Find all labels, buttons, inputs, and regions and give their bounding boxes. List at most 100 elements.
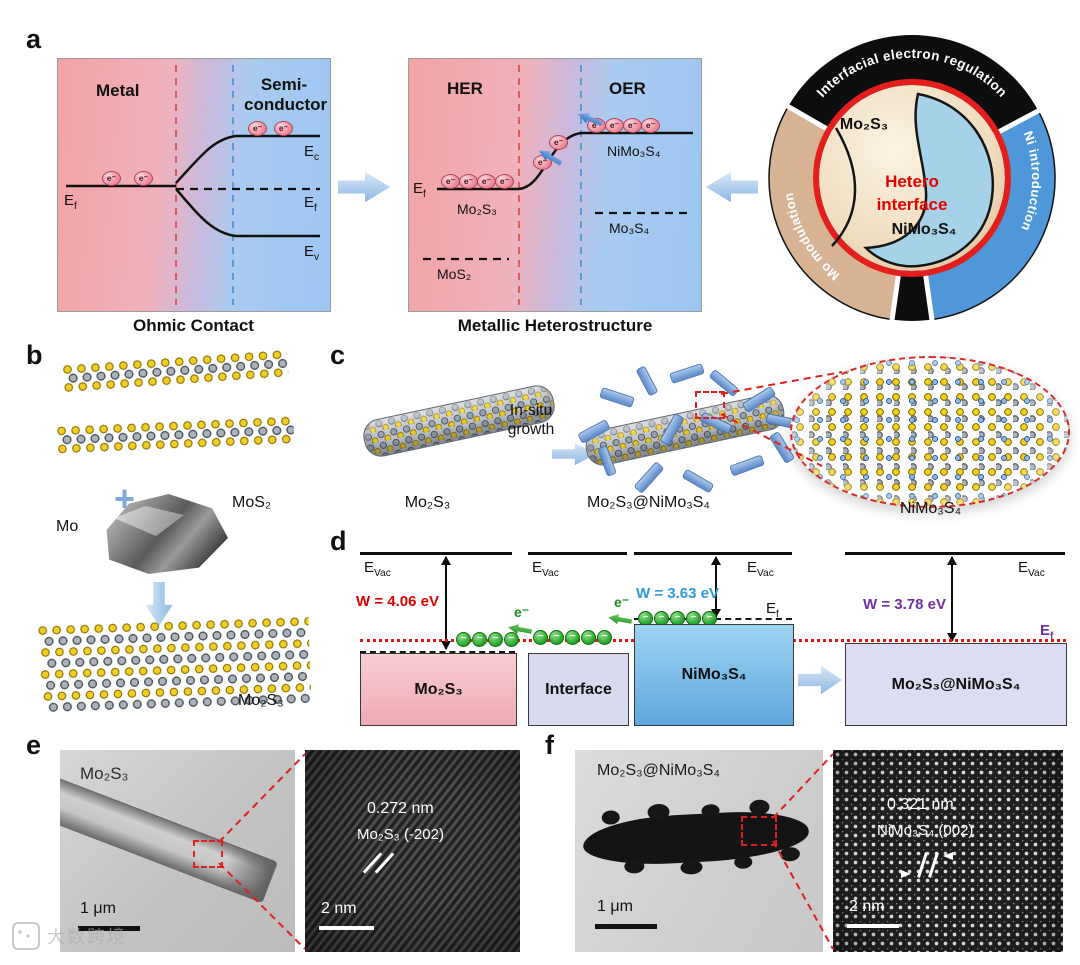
lattice-plane-label: Mo₂S₃ (-202): [357, 826, 444, 843]
hetero-interface-label-line2: interface: [876, 195, 948, 214]
evac-label: EVac: [364, 559, 391, 579]
mos2-level-label: MoS₂: [437, 266, 472, 282]
nimo3s4-nanosheet: [599, 387, 635, 408]
nimo3s4-nanosheet: [635, 365, 659, 397]
evac-line-product: [845, 552, 1065, 555]
electron-transfer-label: e⁻: [514, 604, 530, 620]
metal-facet: [114, 506, 184, 536]
interface-energy-box: Interface: [528, 653, 629, 726]
product-energy-box: Mo₂S₃@NiMo₃S₄: [845, 643, 1067, 726]
equilibrium-arrow-icon: [798, 665, 842, 695]
panel-label-c: c: [330, 340, 346, 370]
tem-image-product: Mo₂S₃@NiMo₃S₄ 1 μm: [575, 750, 823, 952]
work-function-arrow-product: [946, 556, 957, 642]
ec-label: Ec: [304, 143, 320, 163]
rod-bump: [680, 859, 703, 875]
insitu-growth-label-line1: In-situ: [509, 402, 553, 419]
panel-label-f: f: [545, 730, 554, 760]
panel-label-b: b: [26, 340, 43, 370]
hetero-band-curves: [423, 65, 693, 305]
nimo3s4-nanosheet: [681, 468, 715, 494]
inner-seam-line: [831, 127, 857, 247]
electron-dot: −: [472, 632, 487, 647]
mo2s3-level-label: Mo₂S₃: [457, 201, 497, 217]
evac-label: EVac: [532, 559, 559, 579]
watermark-logo: [12, 922, 40, 950]
electron: e⁻: [248, 121, 267, 136]
semiconductor-label-line1: Semi-: [260, 75, 308, 94]
rough-nanorod-in-tem: [581, 799, 815, 876]
mo2s3-energy-box: Mo₂S₃: [360, 653, 517, 726]
spacing-arrow-icon: [901, 870, 911, 878]
donut-graphic: Interfacial electron regulation Mo modul…: [768, 35, 1056, 322]
oer-label: OER: [609, 79, 646, 98]
electron: e⁻: [134, 171, 153, 186]
scale-bar-label: 1 μm: [597, 898, 633, 915]
spacing-mark: [928, 852, 939, 878]
donut-nimo3s4-label: NiMo₃S₄: [891, 221, 957, 238]
mos2-layer-structure: [61, 348, 289, 398]
right-block-arrow-icon: [338, 171, 390, 203]
evac-line-nimo3s4: [634, 552, 792, 555]
electron-transfer-label: e⁻: [614, 594, 630, 610]
valence-band-curve: [175, 188, 320, 238]
mos2-layer-structure: [55, 414, 295, 459]
electron: e⁻: [102, 171, 121, 186]
ohmic-contact-caption: Ohmic Contact: [133, 316, 254, 335]
mo-label: Mo: [56, 518, 79, 535]
ef-label-nimo3s4: Ef: [766, 600, 779, 620]
scale-bar: [847, 924, 899, 928]
work-function-value-mo2s3: W = 4.06 eV: [356, 593, 439, 610]
hrtem-image-product: 0.321 nm NiMo₃S₄ (002) 2 nm: [833, 750, 1063, 952]
red-interface-ring: [813, 79, 1011, 277]
evac-label: EVac: [747, 559, 774, 579]
nimo3s4-zoom-label: NiMo₃S₄: [899, 500, 962, 517]
zoom-region-box: [193, 840, 223, 868]
work-function-value-product: W = 3.78 eV: [863, 596, 946, 613]
electron: e⁻: [641, 118, 660, 133]
electron: e⁻: [495, 174, 514, 189]
hetero-interface-label-line1: Hetero: [885, 172, 939, 191]
work-function-arrow-mo2s3: [440, 556, 451, 650]
ef-label-product: Ef: [1040, 622, 1054, 642]
electron-dot: −: [581, 630, 596, 645]
metallic-heterostructure-caption: Metallic Heterostructure: [457, 316, 653, 335]
rod-tip: [216, 845, 277, 902]
mo2s3-label: Mo₂S₃: [238, 692, 284, 709]
electron-dot: −: [488, 632, 503, 647]
evac-line-interface: [528, 552, 627, 555]
mo2s3-energy-box-label: Mo₂S₃: [414, 680, 463, 698]
nimo3s4-level-label: NiMo₃S₄: [607, 143, 661, 159]
donut-mo2s3-label: Mo₂S₃: [839, 116, 889, 133]
scale-bar-label: 2 nm: [321, 900, 357, 917]
rod-bump: [733, 855, 753, 870]
zoom-region-box: [741, 816, 777, 846]
nimo3s4-energy-box: NiMo₃S₄: [634, 624, 794, 726]
electron: e⁻: [477, 174, 496, 189]
electron-dot: −: [549, 630, 564, 645]
nanorod-in-tem: [60, 770, 278, 904]
hetero-interface-donut: Interfacial electron regulation Mo modul…: [766, 32, 1058, 324]
spacing-mark: [917, 852, 928, 878]
scale-bar-label: 1 μm: [80, 900, 116, 917]
panel-label-d: d: [330, 526, 347, 556]
d-spacing-label: 0.321 nm: [887, 796, 954, 813]
electron: e⁻: [549, 135, 568, 150]
nimo3s4-nanosheet: [669, 363, 705, 384]
her-label: HER: [447, 79, 483, 98]
rod-bump: [601, 810, 621, 825]
conduction-band-curve: [175, 134, 320, 184]
product-energy-box-label: Mo₂S₃@NiMo₃S₄: [891, 675, 1021, 693]
nimo3s4-nanosheet: [729, 454, 765, 477]
lattice-spacing-marks: [362, 848, 399, 882]
product-nanorod-assembly: [570, 363, 805, 504]
tem-sample-label: Mo₂S₃: [80, 764, 129, 783]
ohmic-contact-diagram: Metal Semi- conductor e⁻ e⁻ e⁻ e⁻ Ef Ec …: [57, 58, 331, 312]
zoom-region-box: [695, 391, 725, 419]
semiconductor-label-line2: conductor: [244, 95, 328, 114]
hrtem-image-mo2s3: 0.272 nm Mo₂S₃ (-202) 2 nm: [305, 750, 520, 952]
mo2s3-fermi-dashed: [360, 651, 515, 653]
electron-dot: −: [533, 630, 548, 645]
spacing-arrow-icon: [943, 852, 953, 860]
